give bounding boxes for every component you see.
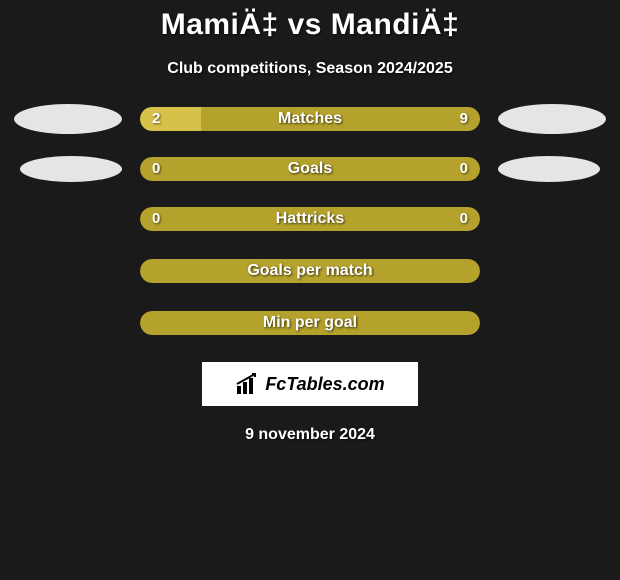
player-left-avatar bbox=[20, 156, 122, 182]
player-right-avatar bbox=[498, 104, 606, 134]
bar-track bbox=[140, 157, 480, 181]
spacer bbox=[14, 204, 122, 234]
spacer bbox=[498, 204, 606, 234]
spacer bbox=[14, 256, 122, 286]
stat-row: 0 Goals 0 bbox=[0, 156, 620, 182]
page-title: MamiÄ‡ vs MandiÄ‡ bbox=[0, 8, 620, 42]
spacer bbox=[14, 308, 122, 338]
subtitle: Club competitions, Season 2024/2025 bbox=[0, 60, 620, 78]
stat-bar: 0 Goals 0 bbox=[140, 157, 480, 181]
player-right-avatar bbox=[498, 156, 600, 182]
stat-row: Min per goal bbox=[0, 308, 620, 338]
stat-row: Goals per match bbox=[0, 256, 620, 286]
comparison-widget: MamiÄ‡ vs MandiÄ‡ Club competitions, Sea… bbox=[0, 0, 620, 444]
fctables-logo: FcTables.com bbox=[202, 362, 418, 406]
logo-text: FcTables.com bbox=[265, 374, 384, 395]
spacer bbox=[498, 308, 606, 338]
stat-bar: 2 Matches 9 bbox=[140, 107, 480, 131]
stat-rows: 2 Matches 9 0 Goals 0 bbox=[0, 104, 620, 338]
stat-bar: Goals per match bbox=[140, 259, 480, 283]
date-text: 9 november 2024 bbox=[0, 426, 620, 444]
stat-row: 2 Matches 9 bbox=[0, 104, 620, 134]
bar-fill-left bbox=[140, 107, 201, 131]
bar-track bbox=[140, 259, 480, 283]
bar-fill-right bbox=[201, 107, 480, 131]
spacer bbox=[498, 256, 606, 286]
stat-bar: Min per goal bbox=[140, 311, 480, 335]
bar-track bbox=[140, 207, 480, 231]
stat-row: 0 Hattricks 0 bbox=[0, 204, 620, 234]
stat-bar: 0 Hattricks 0 bbox=[140, 207, 480, 231]
player-left-avatar bbox=[14, 104, 122, 134]
bar-chart-icon bbox=[235, 372, 259, 396]
bar-track bbox=[140, 311, 480, 335]
